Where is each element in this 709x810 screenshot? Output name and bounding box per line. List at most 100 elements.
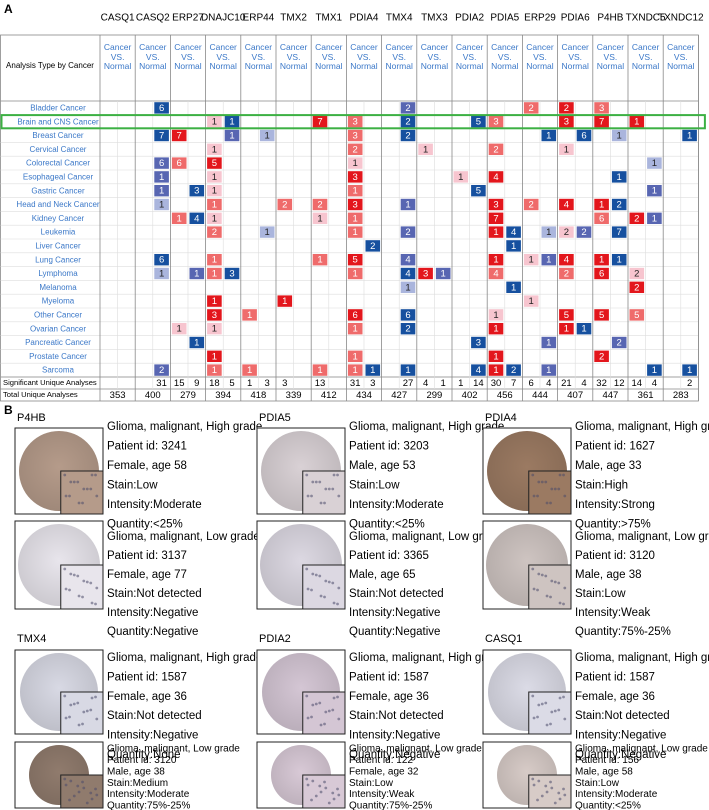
zoom-nucleus <box>319 790 323 794</box>
cell-down <box>154 157 169 169</box>
sample-detail: Glioma, malignant, Low grade <box>575 531 709 543</box>
sample-detail: Glioma, malignant, High grade <box>575 652 709 664</box>
cell-value: 3 <box>212 310 217 321</box>
cell-value: 2 <box>564 269 569 280</box>
total-count: 447 <box>602 390 618 401</box>
comparison-header: Cancer VS. Normal <box>104 42 131 70</box>
cell-up <box>207 198 222 211</box>
cell-value: 1 <box>247 310 252 321</box>
cell-up <box>347 171 363 183</box>
significant-count: 14 <box>473 378 484 389</box>
significant-count: 4 <box>546 378 551 389</box>
cell-up <box>488 350 504 362</box>
cell-up <box>594 350 609 362</box>
cell-value: 2 <box>405 117 410 128</box>
zoom-nucleus <box>558 473 562 477</box>
comparison-header: Cancer VS. Normal <box>421 42 448 70</box>
cell-value: 2 <box>282 200 287 211</box>
sample-detail: Male, age 58 <box>575 766 633 777</box>
cell-up <box>347 198 363 211</box>
comparison-label: Cancer VS. Normal <box>455 42 484 71</box>
cell-down <box>189 336 205 349</box>
zoom-nucleus <box>562 695 565 699</box>
sample-detail: Quantity:<25% <box>107 519 183 531</box>
zoom-nucleus <box>537 572 541 576</box>
cell-up <box>207 309 222 321</box>
zoom-nucleus <box>562 787 565 791</box>
cell-up <box>347 185 363 197</box>
total-count: 418 <box>250 390 266 401</box>
cell-down <box>400 254 416 266</box>
cell-value: 1 <box>687 131 692 142</box>
comparison-label: Cancer VS. Normal <box>315 42 343 71</box>
zoom-nucleus <box>550 786 554 790</box>
comparison-header: Cancer VS. Normal <box>596 42 625 71</box>
cell-value: 1 <box>265 227 270 238</box>
cell-down <box>611 198 627 211</box>
cell-value: 1 <box>212 172 217 183</box>
significant-count: 6 <box>529 378 534 389</box>
zoom-nucleus <box>81 780 84 784</box>
zoom-nucleus <box>562 473 565 477</box>
total-count: 412 <box>321 390 337 401</box>
cell-value: 3 <box>564 117 569 128</box>
significant-count: 3 <box>282 378 287 389</box>
cell-up <box>312 254 328 266</box>
cell-down <box>435 267 451 280</box>
sample-detail: Female, age 32 <box>349 766 419 777</box>
cell-value: 2 <box>564 103 569 114</box>
zoom-nucleus <box>319 723 323 727</box>
cell-value: 1 <box>564 144 569 155</box>
zoom-nucleus <box>68 588 71 592</box>
cell-value: 1 <box>546 227 551 238</box>
sample-detail: Patient id: 3120 <box>575 550 655 562</box>
comparison-label: Cancer VS. Normal <box>596 42 625 71</box>
cell-value: 3 <box>194 186 199 197</box>
zoom-nucleus <box>332 696 336 700</box>
significant-count: 9 <box>194 378 199 389</box>
cell-up <box>559 198 574 211</box>
cell-down <box>400 267 416 280</box>
cell-value: 1 <box>441 269 446 280</box>
zoom-nucleus <box>545 501 549 505</box>
cell-up <box>559 102 574 114</box>
zoom-nucleus <box>306 783 310 787</box>
comparison-header: Cancer VS. Normal <box>350 42 377 70</box>
zoom-nucleus <box>94 787 97 791</box>
gene-label: TMX2 <box>280 13 307 24</box>
cell-down <box>400 102 416 114</box>
gene-label: ERP27 <box>172 13 204 24</box>
cell-up <box>207 212 222 224</box>
cell-down <box>365 364 381 376</box>
total-count: 456 <box>497 390 513 401</box>
zoom-nucleus <box>63 777 67 781</box>
cell-value: 1 <box>652 158 657 169</box>
cell-value: 1 <box>529 255 534 266</box>
cell-down <box>471 116 486 128</box>
cell-up <box>488 267 504 280</box>
sample-detail: Intensity:Negative <box>349 607 440 619</box>
row-highlight <box>0 114 706 130</box>
cell-value: 1 <box>511 282 516 293</box>
zoom-nucleus <box>332 473 336 477</box>
cell-value: 2 <box>529 103 534 114</box>
cell-up <box>629 281 645 293</box>
zoom-nucleus <box>90 601 94 605</box>
cell-down <box>154 171 169 183</box>
cell-value: 1 <box>212 213 217 224</box>
cancer-label: Gastric Cancer <box>31 186 85 195</box>
sample-detail: Patient id: 3241 <box>107 441 187 453</box>
zoom-nucleus <box>310 798 313 802</box>
cell-down <box>647 212 662 224</box>
cell-up <box>207 364 222 376</box>
comparison-label: Cancer VS. Normal <box>526 42 554 71</box>
cell-value: 1 <box>353 186 358 197</box>
zoom-nucleus <box>331 581 335 585</box>
significant-count: 27 <box>403 378 414 389</box>
zoom-nucleus <box>85 801 89 805</box>
sample-detail: Patient id: 1587 <box>107 671 187 683</box>
comparison-label: Cancer VS. Normal <box>244 42 273 71</box>
cell-up <box>207 267 222 280</box>
significant-count: 15 <box>174 378 185 389</box>
